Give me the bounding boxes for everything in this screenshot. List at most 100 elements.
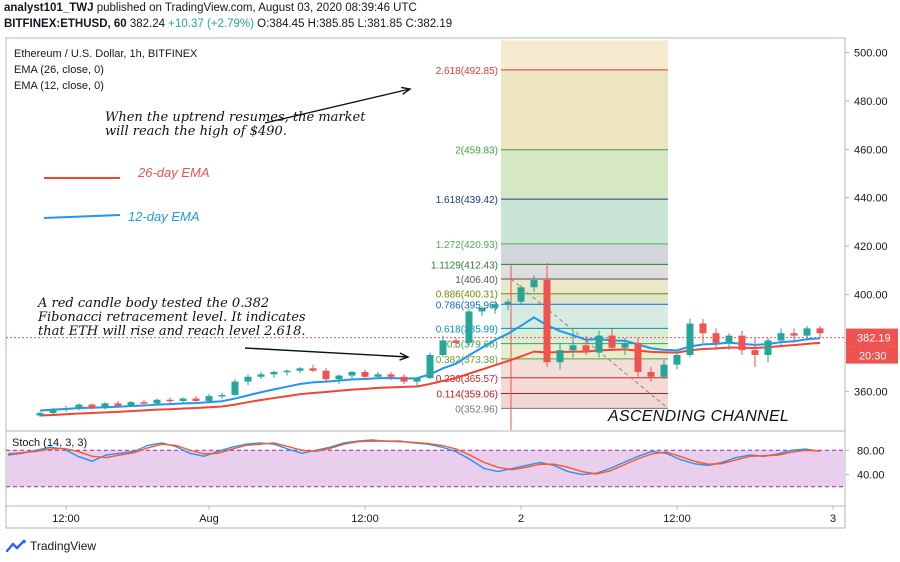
x-tick-label: 12:00 bbox=[663, 513, 691, 525]
candle-body bbox=[595, 335, 603, 353]
ema12-swatch bbox=[43, 214, 121, 219]
candle-body bbox=[504, 301, 512, 305]
candle-body bbox=[244, 376, 252, 382]
candle-body bbox=[634, 342, 642, 372]
x-tick-label: 2 bbox=[518, 513, 524, 525]
candle-body bbox=[790, 333, 798, 336]
candle-body bbox=[478, 307, 486, 312]
candle-body bbox=[465, 311, 473, 343]
fib-band bbox=[501, 69, 668, 150]
fib-band bbox=[501, 377, 668, 394]
fib-level-label: 1.618(439.42) bbox=[436, 195, 498, 206]
retracement-arrow bbox=[244, 347, 409, 358]
uptrend-annotation: When the uptrend resumes, the market wil… bbox=[105, 110, 366, 139]
fib-level-label: 1.1129(412.43) bbox=[431, 260, 498, 271]
candle-body bbox=[348, 371, 356, 376]
candle-body bbox=[387, 374, 395, 377]
fib-band bbox=[501, 358, 668, 378]
candle-body bbox=[608, 335, 616, 348]
candle-body bbox=[725, 335, 733, 343]
last-price-badge-text: 382.19 bbox=[857, 333, 891, 345]
fib-band bbox=[501, 304, 668, 329]
brand-name: TradingView bbox=[30, 539, 97, 553]
fib-level-label: 2(459.83) bbox=[455, 146, 498, 157]
tradingview-logo-icon bbox=[6, 539, 26, 553]
y-tick-label: 420.00 bbox=[854, 241, 888, 253]
fib-level-label: 0.786(395.96) bbox=[436, 300, 498, 311]
fib-level-label: 1(406.40) bbox=[455, 275, 498, 286]
candle-body bbox=[36, 413, 44, 416]
ema12-legend: EMA (12, close, 0) bbox=[14, 80, 104, 92]
last-price: 382.24 bbox=[129, 18, 166, 30]
fib-level-label: 0.382(373.38) bbox=[436, 355, 498, 366]
fib-level-label: 0.886(400.31) bbox=[436, 290, 498, 301]
candle-body bbox=[400, 376, 408, 382]
candle-body bbox=[49, 409, 57, 414]
fib-band bbox=[501, 264, 668, 280]
candle-body bbox=[517, 287, 525, 302]
candle-body bbox=[270, 371, 278, 375]
candle-body bbox=[231, 381, 239, 395]
candle-body bbox=[543, 279, 551, 363]
candle-body bbox=[114, 403, 122, 406]
last-price-badge bbox=[846, 328, 898, 347]
candle-body bbox=[153, 399, 161, 404]
stoch-y-tick-label: 40.00 bbox=[857, 470, 885, 482]
candle-body bbox=[764, 340, 772, 355]
symbol-info: BITFINEX:ETHUSD, 60 382.24 +10.37 (+2.79… bbox=[0, 16, 900, 32]
candle-body bbox=[309, 368, 317, 371]
candle-body bbox=[621, 342, 629, 348]
countdown-badge-text: 20:30 bbox=[859, 351, 887, 363]
chart-frame bbox=[5, 37, 846, 529]
candle-body bbox=[218, 394, 226, 397]
red-candle-annotation: A red candle body tested the 0.382 Fibon… bbox=[38, 296, 306, 339]
candle-body bbox=[816, 328, 824, 334]
fib-trend-line bbox=[510, 278, 669, 409]
chart-title: Ethereum / U.S. Dollar, 1h, BITFINEX bbox=[14, 48, 198, 60]
fib-band bbox=[501, 328, 668, 344]
y-tick-label: 460.00 bbox=[854, 144, 888, 156]
y-tick-label: 360.00 bbox=[854, 386, 888, 398]
y-tick-label: 400.00 bbox=[854, 289, 888, 301]
ema12-annotation: 12-day EMA bbox=[128, 209, 200, 224]
candle-body bbox=[491, 304, 499, 308]
ema26-annotation: 26-day EMA bbox=[138, 165, 210, 180]
candle-body bbox=[140, 402, 148, 404]
stoch-band bbox=[7, 450, 844, 487]
candle-body bbox=[647, 371, 655, 377]
candle-body bbox=[452, 340, 460, 343]
candle-body bbox=[582, 345, 590, 353]
tradingview-footer[interactable]: TradingView bbox=[6, 536, 96, 556]
fib-level-label: 1.272(420.93) bbox=[436, 240, 498, 251]
retracement-arrow-head bbox=[399, 352, 410, 361]
fib-band bbox=[501, 199, 668, 244]
x-tick-label: Aug bbox=[199, 513, 219, 525]
candle-body bbox=[777, 333, 785, 341]
fib-band bbox=[501, 293, 668, 305]
candle-body bbox=[413, 377, 421, 382]
stoch-label: Stoch (14, 3, 3) bbox=[12, 437, 87, 449]
ohlc-values: O:384.45 H:385.85 L:381.85 C:382.19 bbox=[257, 18, 453, 30]
candle-body bbox=[686, 323, 694, 355]
fib-band bbox=[501, 149, 668, 200]
fib-level-label: 0(352.96) bbox=[455, 404, 498, 415]
x-tick-label: 12:00 bbox=[52, 513, 80, 525]
candle-body bbox=[439, 340, 447, 355]
candle-body bbox=[660, 364, 668, 377]
candle-body bbox=[166, 399, 174, 402]
candle-body bbox=[296, 368, 304, 371]
publish-text: published on TradingView.com, August 03,… bbox=[96, 2, 417, 14]
candle-body bbox=[738, 335, 746, 351]
candle-body bbox=[803, 328, 811, 336]
stoch-d-line bbox=[7, 440, 821, 475]
candle-body bbox=[205, 396, 213, 401]
fib-band bbox=[501, 40, 668, 70]
author-name[interactable]: analyst101_TWJ bbox=[4, 2, 94, 14]
candle-body bbox=[101, 403, 109, 409]
candle-body bbox=[712, 333, 720, 343]
uptrend-arrow-head bbox=[401, 86, 412, 95]
symbol-name: BITFINEX:ETHUSD, 60 bbox=[4, 18, 127, 30]
ascending-channel-annotation: ASCENDING CHANNEL bbox=[608, 408, 790, 425]
y-tick-label: 500.00 bbox=[854, 48, 888, 60]
